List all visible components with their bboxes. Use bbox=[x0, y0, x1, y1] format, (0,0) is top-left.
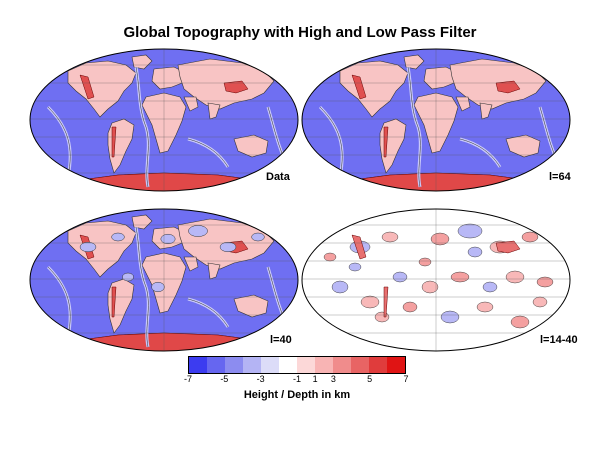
colorbar-tick: 5 bbox=[367, 374, 373, 384]
landmass-australia bbox=[233, 134, 269, 158]
landmass-arabia bbox=[183, 96, 199, 112]
landmass-australia bbox=[505, 134, 541, 158]
mollweide-map bbox=[29, 48, 299, 192]
colorbar-swatch bbox=[225, 357, 243, 373]
residual-anomaly bbox=[421, 280, 439, 294]
landmass-india bbox=[479, 102, 493, 120]
contour-blob bbox=[251, 232, 265, 242]
residual-anomaly bbox=[402, 301, 418, 313]
mollweide-map bbox=[301, 48, 571, 192]
colorbar-tick: -3 bbox=[256, 374, 265, 384]
colorbar-swatch bbox=[387, 357, 405, 373]
residual-anomaly bbox=[510, 315, 530, 329]
residual-peak-tibet bbox=[495, 240, 521, 254]
ridge-contour bbox=[407, 66, 421, 188]
landmass-india bbox=[207, 102, 221, 120]
colorbar-title: Height / Depth in km bbox=[243, 389, 351, 401]
ridge-contour bbox=[459, 138, 501, 168]
residual-anomaly bbox=[430, 232, 450, 246]
residual-anomaly bbox=[374, 311, 390, 323]
landmass-arabia bbox=[183, 256, 199, 272]
colorbar-swatch bbox=[297, 357, 315, 373]
colorbar-tick: 1 bbox=[312, 374, 318, 384]
residual-anomaly bbox=[381, 231, 399, 243]
residual-anomaly bbox=[450, 271, 470, 283]
map-panel-l40 bbox=[28, 207, 300, 353]
mountain-andes bbox=[111, 126, 117, 158]
residual-anomaly bbox=[331, 280, 349, 294]
ridge-contour bbox=[135, 226, 149, 348]
figure-title: Global Topography with High and Low Pass… bbox=[123, 24, 477, 41]
colorbar-swatch bbox=[369, 357, 387, 373]
residual-anomaly bbox=[467, 246, 483, 258]
landmass-arabia bbox=[455, 96, 471, 112]
colorbar-tick: -5 bbox=[220, 374, 229, 384]
colorbar-swatch bbox=[261, 357, 279, 373]
residual-anomaly bbox=[482, 281, 498, 293]
residual-peak-andes bbox=[383, 286, 389, 318]
landmass-europe bbox=[423, 66, 459, 90]
residual-anomaly bbox=[532, 296, 548, 308]
contour-blob bbox=[79, 241, 97, 253]
mountain-tibet bbox=[495, 80, 521, 94]
map-panel-data bbox=[28, 47, 300, 193]
residual-anomaly bbox=[418, 257, 432, 267]
landmass-europe bbox=[151, 66, 187, 90]
mountain-tibet bbox=[223, 80, 249, 94]
colorbar-swatch bbox=[243, 357, 261, 373]
contour-blob bbox=[151, 281, 165, 293]
landmass-india bbox=[207, 262, 221, 280]
contour-blob bbox=[111, 232, 125, 242]
residual-anomaly bbox=[360, 295, 380, 309]
mountain-rockies bbox=[79, 74, 95, 100]
colorbar-tick: 3 bbox=[330, 374, 336, 384]
residual-anomaly bbox=[323, 252, 337, 262]
colorbar-swatch bbox=[279, 357, 297, 373]
colorbar bbox=[188, 356, 406, 374]
contour-blob bbox=[160, 233, 176, 245]
residual-peak-rockies bbox=[351, 234, 367, 260]
colorbar-tick: -1 bbox=[292, 374, 301, 384]
residual-anomaly bbox=[476, 301, 494, 313]
ridge-contour bbox=[319, 106, 343, 178]
mollweide-map bbox=[301, 208, 571, 352]
mountain-rockies bbox=[351, 74, 367, 100]
panel-label: l=64 bbox=[549, 171, 571, 183]
residual-anomaly bbox=[440, 310, 460, 324]
map-panel-l14-40 bbox=[300, 207, 572, 353]
mountain-andes bbox=[383, 126, 389, 158]
contour-blob bbox=[188, 225, 208, 237]
contour-blob bbox=[219, 241, 237, 253]
residual-anomaly bbox=[521, 231, 539, 243]
panel-label: Data bbox=[266, 171, 290, 183]
colorbar-swatch bbox=[351, 357, 369, 373]
ridge-contour bbox=[187, 138, 229, 168]
mollweide-map bbox=[29, 208, 299, 352]
residual-anomaly bbox=[536, 276, 554, 288]
ridge-contour bbox=[135, 66, 149, 188]
colorbar-swatch bbox=[333, 357, 351, 373]
residual-anomaly bbox=[392, 271, 408, 283]
residual-anomaly bbox=[457, 223, 483, 239]
colorbar-ticks: -7 -5 -3 -1 1 3 5 7 bbox=[184, 374, 409, 386]
ridge-contour bbox=[47, 106, 71, 178]
colorbar-swatch bbox=[207, 357, 225, 373]
colorbar-tick: 7 bbox=[403, 374, 409, 384]
panel-label: l=14-40 bbox=[540, 334, 578, 346]
panel-label: l=40 bbox=[270, 334, 292, 346]
contour-blob bbox=[122, 272, 134, 282]
residual-anomaly bbox=[505, 270, 525, 284]
colorbar-tick: -7 bbox=[183, 374, 192, 384]
map-panel-l64 bbox=[300, 47, 572, 193]
ridge-contour bbox=[47, 266, 71, 338]
landmass-australia bbox=[233, 294, 269, 318]
residual-anomaly bbox=[348, 262, 362, 272]
colorbar-swatch bbox=[315, 357, 333, 373]
colorbar-swatch bbox=[189, 357, 207, 373]
ridge-contour bbox=[187, 298, 229, 328]
mountain-andes bbox=[111, 286, 117, 318]
